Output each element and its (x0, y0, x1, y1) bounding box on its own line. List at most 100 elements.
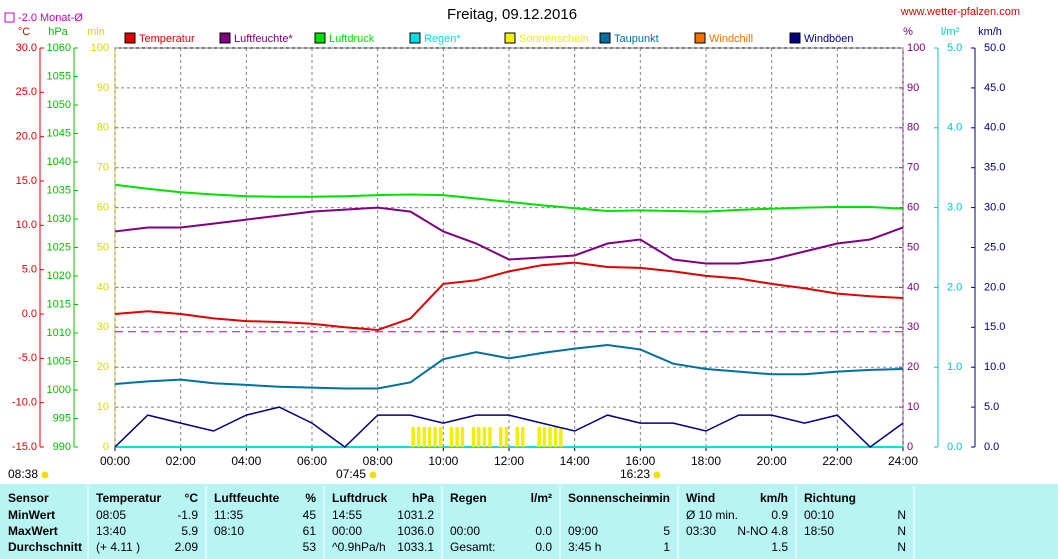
y-tick-label: 20.0 (16, 131, 37, 143)
table-cell: 14:55 (332, 508, 362, 522)
y-tick-label: 90 (907, 82, 919, 94)
series-line (114, 406, 904, 448)
table-cell-value: 1036.0 (397, 524, 434, 538)
table-cell-value: -1.9 (177, 508, 198, 522)
table-cell: 13:40 (96, 524, 126, 538)
y-tick-label: 1000 (47, 384, 71, 396)
y-tick-label: 5.0 (984, 401, 999, 413)
sunshine-bar (433, 427, 437, 447)
table-cell: 00:00 (332, 524, 362, 538)
sunshine-bar (521, 427, 525, 447)
sunshine-bar (416, 427, 421, 447)
table-cell: 08:05 (96, 508, 126, 522)
y-tick-label: 1005 (47, 355, 71, 367)
y-tick-label: 100 (907, 42, 925, 54)
table-cell-value: 5.9 (181, 524, 198, 538)
y-tick-label: 70 (907, 162, 919, 174)
x-tick-label: 10:00 (428, 454, 458, 468)
table-header-unit: l/m² (531, 491, 552, 505)
table-cell-value: 0.0 (535, 540, 552, 554)
table-header-unit: km/h (760, 491, 788, 505)
legend-swatch (694, 32, 706, 44)
y-tick-label: 10.0 (984, 361, 1005, 373)
y-tick-label: 20 (97, 361, 109, 373)
table-cell: 3:45 h (568, 540, 601, 554)
series-line (114, 261, 904, 332)
y-tick-label: 40 (907, 281, 919, 293)
series-line (114, 206, 904, 265)
series-line (114, 343, 904, 390)
legend-label: Sonnenschein (519, 33, 589, 45)
legend-swatch (409, 32, 421, 44)
y-tick-label: 1055 (47, 70, 71, 82)
y-tick-label: 90 (97, 82, 109, 94)
y-tick-label: 1045 (47, 127, 71, 139)
axis-unit: km/h (978, 26, 1002, 38)
table-header: Luftdruck (332, 491, 388, 505)
y-tick-label: 40 (97, 281, 109, 293)
y-tick-label: 60 (907, 202, 919, 214)
y-tick-label: 10 (907, 401, 919, 413)
row-label: Durchschnitt (8, 540, 82, 554)
table-cell-value: 5 (663, 524, 670, 538)
y-tick-label: 1.0 (947, 361, 962, 373)
axis-unit: l/m² (941, 26, 960, 38)
y-tick-label: 80 (907, 122, 919, 134)
x-tick-label: 12:00 (494, 454, 524, 468)
y-tick-label: 1030 (47, 213, 71, 225)
y-tick-label: 70 (97, 162, 109, 174)
y-tick-label: 50.0 (984, 42, 1005, 54)
y-tick-label: 25.0 (16, 86, 37, 98)
axis-unit: °C (18, 26, 30, 38)
y-tick-label: 35.0 (984, 162, 1005, 174)
sunshine-bar (460, 427, 465, 447)
source: www.wetter-pfalzen.com (900, 6, 1020, 18)
table-cell: ^0.9hPa/h (332, 540, 386, 554)
axis-unit: % (903, 26, 913, 38)
sunshine-bar (422, 427, 427, 447)
y-tick-label: 1020 (47, 270, 71, 282)
y-tick-label: 1040 (47, 156, 71, 168)
y-tick-label: 2.0 (947, 281, 962, 293)
legend-swatch (789, 32, 801, 44)
y-tick-label: -10.0 (12, 397, 37, 409)
y-tick-label: 0.0 (984, 441, 999, 453)
legend-label: Luftdruck (329, 33, 375, 45)
y-tick-label: 80 (97, 122, 109, 134)
axis-unit: hPa (48, 26, 68, 38)
y-tick-label: 0.0 (947, 441, 962, 453)
table-cell-value: N (897, 508, 906, 522)
legend-swatch (219, 32, 231, 44)
table-cell-value: 1.5 (771, 540, 788, 554)
y-tick-label: 0 (907, 441, 913, 453)
legend-swatch (314, 32, 326, 44)
x-tick-label: 24:00 (888, 454, 918, 468)
y-tick-label: -15.0 (12, 441, 37, 453)
sunshine-bar (548, 427, 552, 447)
table-cell: 00:10 (804, 508, 834, 522)
row-label: MaxWert (8, 524, 58, 538)
legend-label: Luftfeuchte* (234, 33, 293, 45)
y-tick-label: 1035 (47, 184, 71, 196)
table-cell-value: 1033.1 (397, 540, 434, 554)
x-tick-label: 22:00 (822, 454, 852, 468)
sunshine-bar (477, 427, 481, 447)
y-tick-label: 30.0 (984, 202, 1005, 214)
y-tick-label: 15.0 (984, 321, 1005, 333)
sun-icon (41, 471, 49, 479)
y-tick-label: 20 (907, 361, 919, 373)
table-cell-value: 53 (303, 540, 317, 554)
y-tick-label: 50 (97, 241, 109, 253)
y-tick-label: 40.0 (984, 122, 1005, 134)
y-tick-label: 5.0 (22, 264, 37, 276)
table-cell-value: 61 (303, 524, 317, 538)
legend-label: Windböen (804, 33, 854, 45)
y-tick-label: 3.0 (947, 202, 962, 214)
y-tick-label: 30 (907, 321, 919, 333)
sunshine-bar (427, 427, 432, 447)
x-tick-label: 04:00 (231, 454, 261, 468)
table-header-unit: % (305, 491, 316, 505)
y-tick-label: 1050 (47, 99, 71, 111)
table-cell-value: N-NO 4.8 (737, 524, 788, 538)
